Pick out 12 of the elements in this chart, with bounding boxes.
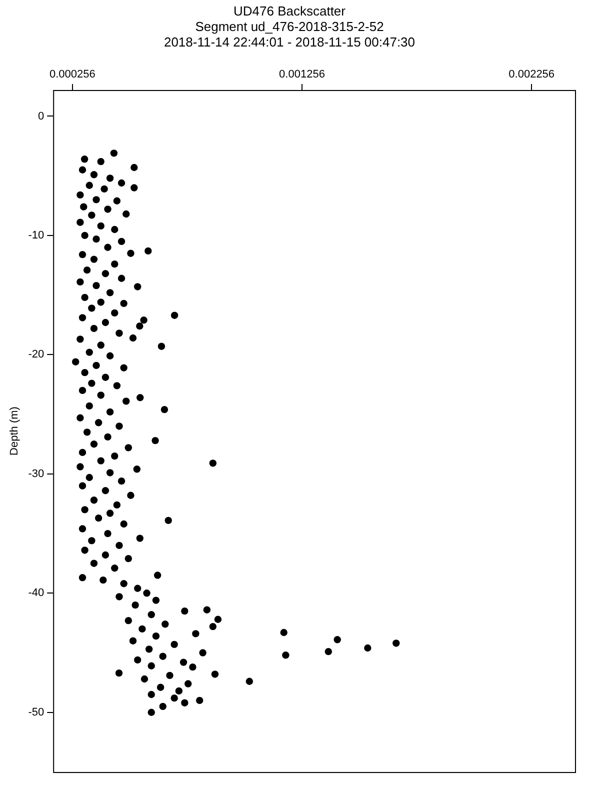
y-tick-label: -50 bbox=[28, 706, 44, 718]
x-tick-label: 0.002256 bbox=[508, 68, 555, 80]
y-tick-label: 0 bbox=[38, 110, 44, 122]
y-tick-label: -40 bbox=[28, 587, 44, 600]
x-tick-label: 0.001256 bbox=[279, 68, 325, 80]
x-tick-label: 0.000256 bbox=[49, 68, 96, 80]
chart-subtitle: Segment ud_476-2018-315-2-52 2018-11-14 22:44:01 - 2018-11-15 00:47:30 bbox=[164, 18, 416, 50]
chart-title: UD476 Backscatter bbox=[234, 3, 346, 18]
y-axis-title: Depth (m) bbox=[8, 406, 21, 456]
y-tick-label: -10 bbox=[28, 229, 44, 242]
y-tick-label: -30 bbox=[28, 468, 44, 480]
y-tick-label: -20 bbox=[28, 348, 44, 361]
